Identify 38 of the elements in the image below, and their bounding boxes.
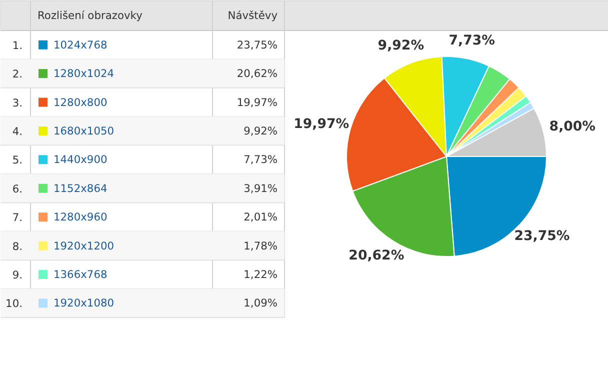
data-label: 19,97% [236,96,278,109]
text: Návštěvy [228,9,278,22]
legend-label: 1680x1050 [54,124,114,138]
data-label: 1,22% [244,268,278,281]
data-label: 23,75% [514,229,570,244]
data-label: 8,00% [549,120,596,135]
text: 1. [12,38,23,52]
text: 6. [12,182,23,196]
text: 9,92% [244,124,278,138]
legend-label: 1440x900 [54,153,108,166]
text: 19,97% [294,117,350,132]
legend-label: 1280x800 [54,96,108,109]
legend-label: 1920x1080 [54,296,114,310]
legend-label: 1024x768 [54,38,108,52]
data-label: 3,91% [244,182,278,195]
data-label: 2,01% [244,210,278,224]
legend-label: 1280x960 [54,210,108,224]
legend-label: 1280x1024 [54,67,114,80]
legend-label: 1152x864 [54,182,108,195]
text: 4. [12,124,23,138]
text: 20,62% [236,67,278,80]
text: 8. [12,240,23,253]
text: 23,75% [236,38,278,52]
data-label: 9,92% [378,38,424,54]
legend-label: 1920x1200 [54,239,114,252]
text: 10. [6,297,23,310]
legend-title: Rozlišení obrazovky [38,9,142,22]
text: 5. [12,154,23,167]
text: 2. [12,68,23,81]
data-label: 20,62% [348,248,404,264]
text: 7. [12,211,23,224]
data-label: 1,09% [244,296,278,310]
data-label: 7,73% [448,33,495,48]
text: 3. [12,96,23,110]
legend-label: 1366x768 [54,268,108,281]
text: 9. [12,268,23,282]
data-label: 1,78% [244,239,278,252]
text: 7,73% [244,153,278,166]
